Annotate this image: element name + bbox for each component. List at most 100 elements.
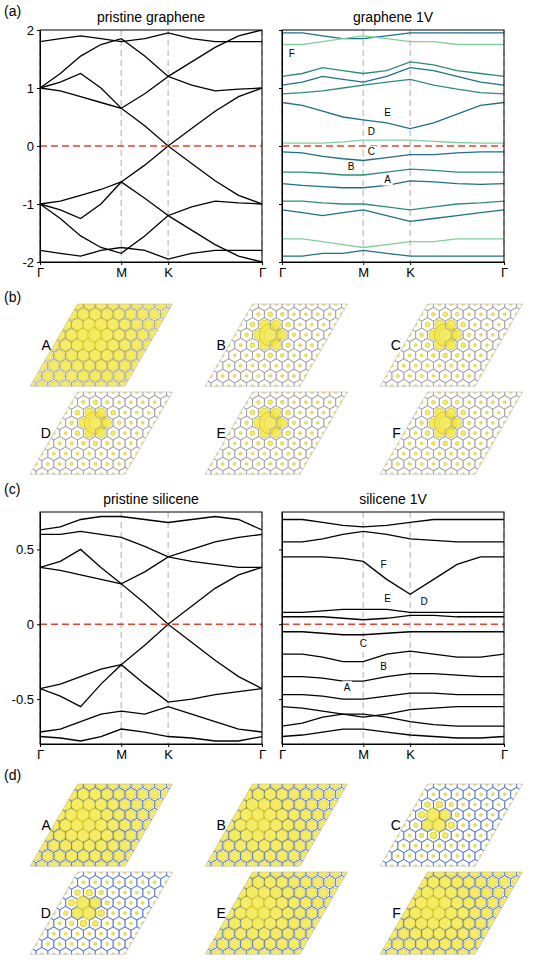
density-blob: [54, 789, 65, 800]
density-blob: [455, 442, 459, 446]
lattice-hexagon: [528, 385, 540, 399]
lattice-hexagon: [475, 478, 487, 492]
lattice-hexagon: [451, 478, 463, 492]
density-blob: [239, 391, 242, 394]
lattice-hexagon: [54, 478, 66, 492]
density-blob: [408, 375, 411, 378]
density-blob: [141, 380, 144, 383]
density-blob: [453, 330, 462, 339]
plot-area: [40, 30, 262, 262]
density-blob: [138, 309, 148, 319]
plot-area: [282, 33, 504, 256]
band-line: [282, 674, 504, 681]
y-tick-mark: [279, 262, 282, 263]
density-blob: [533, 303, 536, 306]
density-blob: [144, 320, 154, 330]
density-blob: [444, 483, 447, 486]
density-blob: [233, 375, 236, 378]
density-blob: [8, 392, 17, 401]
density-blob: [138, 289, 147, 298]
lattice-hexagon: [54, 767, 66, 781]
density-blob: [414, 391, 417, 394]
lattice-hexagon: [264, 478, 276, 492]
density-blob: [210, 333, 213, 336]
lattice-hexagon: [6, 457, 18, 471]
lattice-hexagon: [36, 406, 48, 420]
density-blob: [75, 431, 80, 436]
lattice-hexagon: [336, 287, 348, 301]
lattice-hexagon: [199, 447, 211, 461]
density-blob: [468, 401, 471, 404]
lattice-hexagon: [42, 787, 54, 801]
lattice-hexagon: [12, 447, 24, 461]
density-blob: [31, 351, 40, 360]
lattice-hexagon: [451, 375, 463, 389]
lattice-hexagon: [353, 297, 365, 311]
band-line: [40, 88, 262, 146]
lattice-hexagon: [487, 369, 499, 383]
density-blob: [426, 452, 429, 455]
lattice-hexagon: [353, 385, 365, 399]
x-tick: M: [116, 262, 127, 280]
lattice-hexagon: [155, 426, 167, 440]
density-blob: [17, 452, 20, 455]
density-blob: [474, 364, 477, 367]
lattice-hexagon: [368, 478, 380, 492]
x-tick: K: [164, 744, 173, 762]
density-blob: [210, 421, 213, 424]
y-axis: [279, 513, 283, 745]
density-blob: [414, 452, 417, 455]
density-blob: [120, 361, 130, 371]
band-line: [282, 651, 504, 661]
density-blob: [97, 408, 106, 417]
density-blob: [107, 819, 118, 830]
lattice-hexagon: [312, 457, 324, 471]
density-blob: [461, 322, 466, 327]
lattice-hexagon: [276, 287, 288, 301]
lattice-hexagon: [481, 379, 493, 393]
density-blob: [281, 463, 284, 466]
lattice-hexagon: [149, 287, 161, 301]
density-blob: [78, 769, 88, 779]
lattice-hexagon: [143, 447, 155, 461]
density-blob: [373, 442, 376, 445]
lattice-hexagon: [523, 375, 535, 389]
density-blob: [55, 289, 65, 299]
density-blob: [480, 354, 483, 357]
density-blob: [198, 463, 201, 466]
label-patch: [287, 47, 296, 59]
lattice-hexagon: [528, 297, 540, 311]
y-tick: 1: [27, 81, 40, 96]
density-blob: [444, 380, 447, 383]
density-blob: [390, 323, 393, 326]
density-blob: [269, 463, 272, 466]
lattice-hexagon: [223, 385, 235, 399]
density-blob: [299, 411, 302, 414]
lattice-hexagon: [18, 369, 30, 383]
lattice-hexagon: [493, 447, 505, 461]
density-blob: [180, 300, 189, 309]
density-blob: [126, 769, 135, 778]
density-blob: [293, 483, 296, 486]
density-blob: [367, 364, 370, 367]
density-blob: [66, 851, 76, 861]
density-blob: [0, 392, 5, 401]
lattice-hexagon: [348, 287, 360, 301]
density-blob: [293, 354, 296, 357]
density-blob: [385, 354, 388, 357]
x-tick: Γ: [37, 262, 44, 280]
lattice-hexagon: [342, 406, 354, 420]
density-blob: [480, 313, 483, 316]
density-blob: [177, 401, 180, 404]
density-blob: [461, 431, 466, 436]
density-blob: [198, 375, 201, 378]
lattice-ground: [205, 392, 348, 474]
density-blob: [97, 429, 106, 438]
density-blob: [61, 299, 71, 309]
lattice-hexagon: [475, 287, 487, 301]
density-blob: [447, 341, 456, 350]
band-line: [282, 632, 504, 635]
density-blob: [118, 380, 121, 383]
density-blob: [101, 830, 113, 842]
density-blob: [227, 323, 230, 326]
